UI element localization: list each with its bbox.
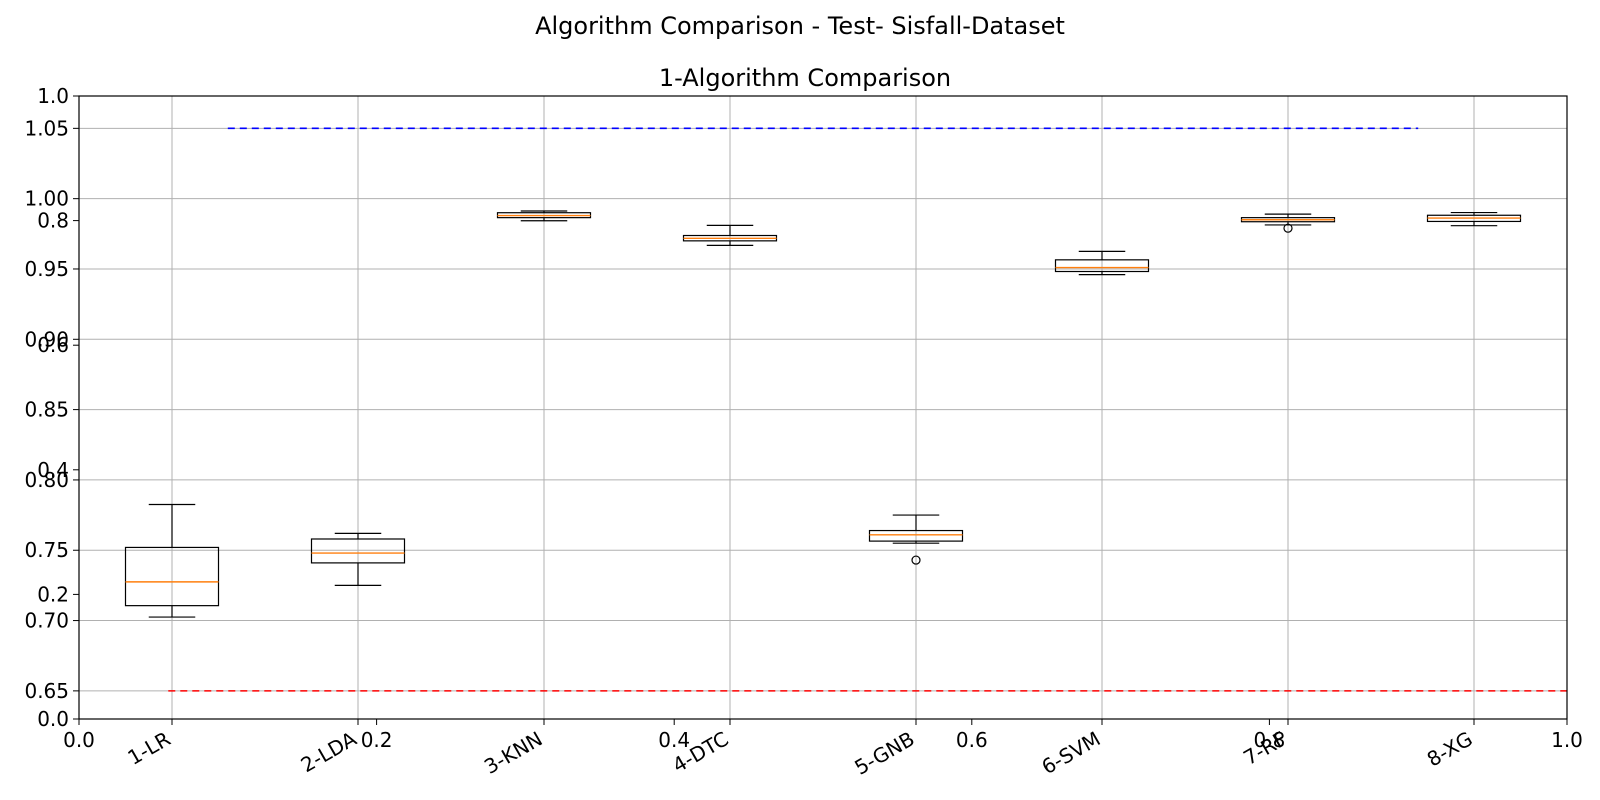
overlay-x-tick-label: 0.6: [956, 728, 988, 752]
box-3-knn: [496, 210, 592, 222]
outlier-point: [911, 555, 921, 565]
grid-lines: [79, 96, 1567, 719]
box-iqr: [1054, 259, 1150, 273]
overlay-y-tick-label: 0.6: [37, 333, 69, 357]
overlay-x-tick-label: 0.8: [1253, 728, 1285, 752]
y-tick-label: 1.05: [24, 116, 69, 140]
overlay-x-tick-label: 0.2: [361, 728, 393, 752]
y-tick-label: 0.85: [24, 398, 69, 422]
plot-background: [79, 96, 1567, 719]
box-8-xg: [1426, 211, 1522, 227]
plot-frame: [78, 95, 1568, 720]
x-tick-label: 5-GNB: [850, 727, 918, 780]
chart-title: 1-Algorithm Comparison: [659, 64, 951, 92]
y-tick-label: 0.70: [24, 609, 69, 633]
box-iqr: [310, 538, 406, 564]
box-6-svm: [1054, 250, 1150, 276]
x-tick-label: 2-LDA: [297, 726, 361, 777]
box-7-rf: [1240, 213, 1336, 233]
box-iqr: [124, 546, 220, 607]
overlay-y-tick-label: 1.0: [37, 84, 69, 108]
reference-lines: [168, 127, 1567, 692]
y-tick-label: 0.65: [24, 679, 69, 703]
overlay-y-tick-label: 0.8: [37, 209, 69, 233]
x-tick-label: 8-XG: [1423, 727, 1477, 772]
overlay-y-tick-label: 0.2: [37, 582, 69, 606]
overlay-x-tick-label: 0.4: [658, 728, 690, 752]
y-tick-label: 1.00: [24, 187, 69, 211]
overlay-x-tick-label: 0.0: [63, 728, 95, 752]
box-4-dtc: [682, 224, 778, 246]
box-5-gnb: [868, 514, 964, 565]
figure-suptitle: Algorithm Comparison - Test- Sisfall-Dat…: [535, 12, 1065, 40]
y-tick-label: 0.90: [24, 327, 69, 351]
x-tick-label: 3-KNN: [480, 727, 547, 779]
box-iqr: [868, 529, 964, 542]
x-tick-label: 1-LR: [124, 726, 175, 769]
overlay-y-tick-label: 0.4: [37, 458, 69, 482]
x-tick-label: 6-SVM: [1037, 727, 1104, 780]
y-tick-label: 0.80: [24, 468, 69, 492]
box-1-lr: [124, 503, 220, 618]
overlay-x-tick-label: 1.0: [1551, 728, 1583, 752]
overlay-y-tick-label: 0.0: [37, 707, 69, 731]
boxplot-series: [124, 210, 1522, 618]
plot-border: [78, 95, 1568, 720]
box-2-lda: [310, 532, 406, 586]
y-tick-label: 0.75: [24, 538, 69, 562]
outlier-point: [1283, 223, 1293, 233]
plot-area: [79, 96, 1567, 719]
y-tick-label: 0.95: [24, 257, 69, 281]
